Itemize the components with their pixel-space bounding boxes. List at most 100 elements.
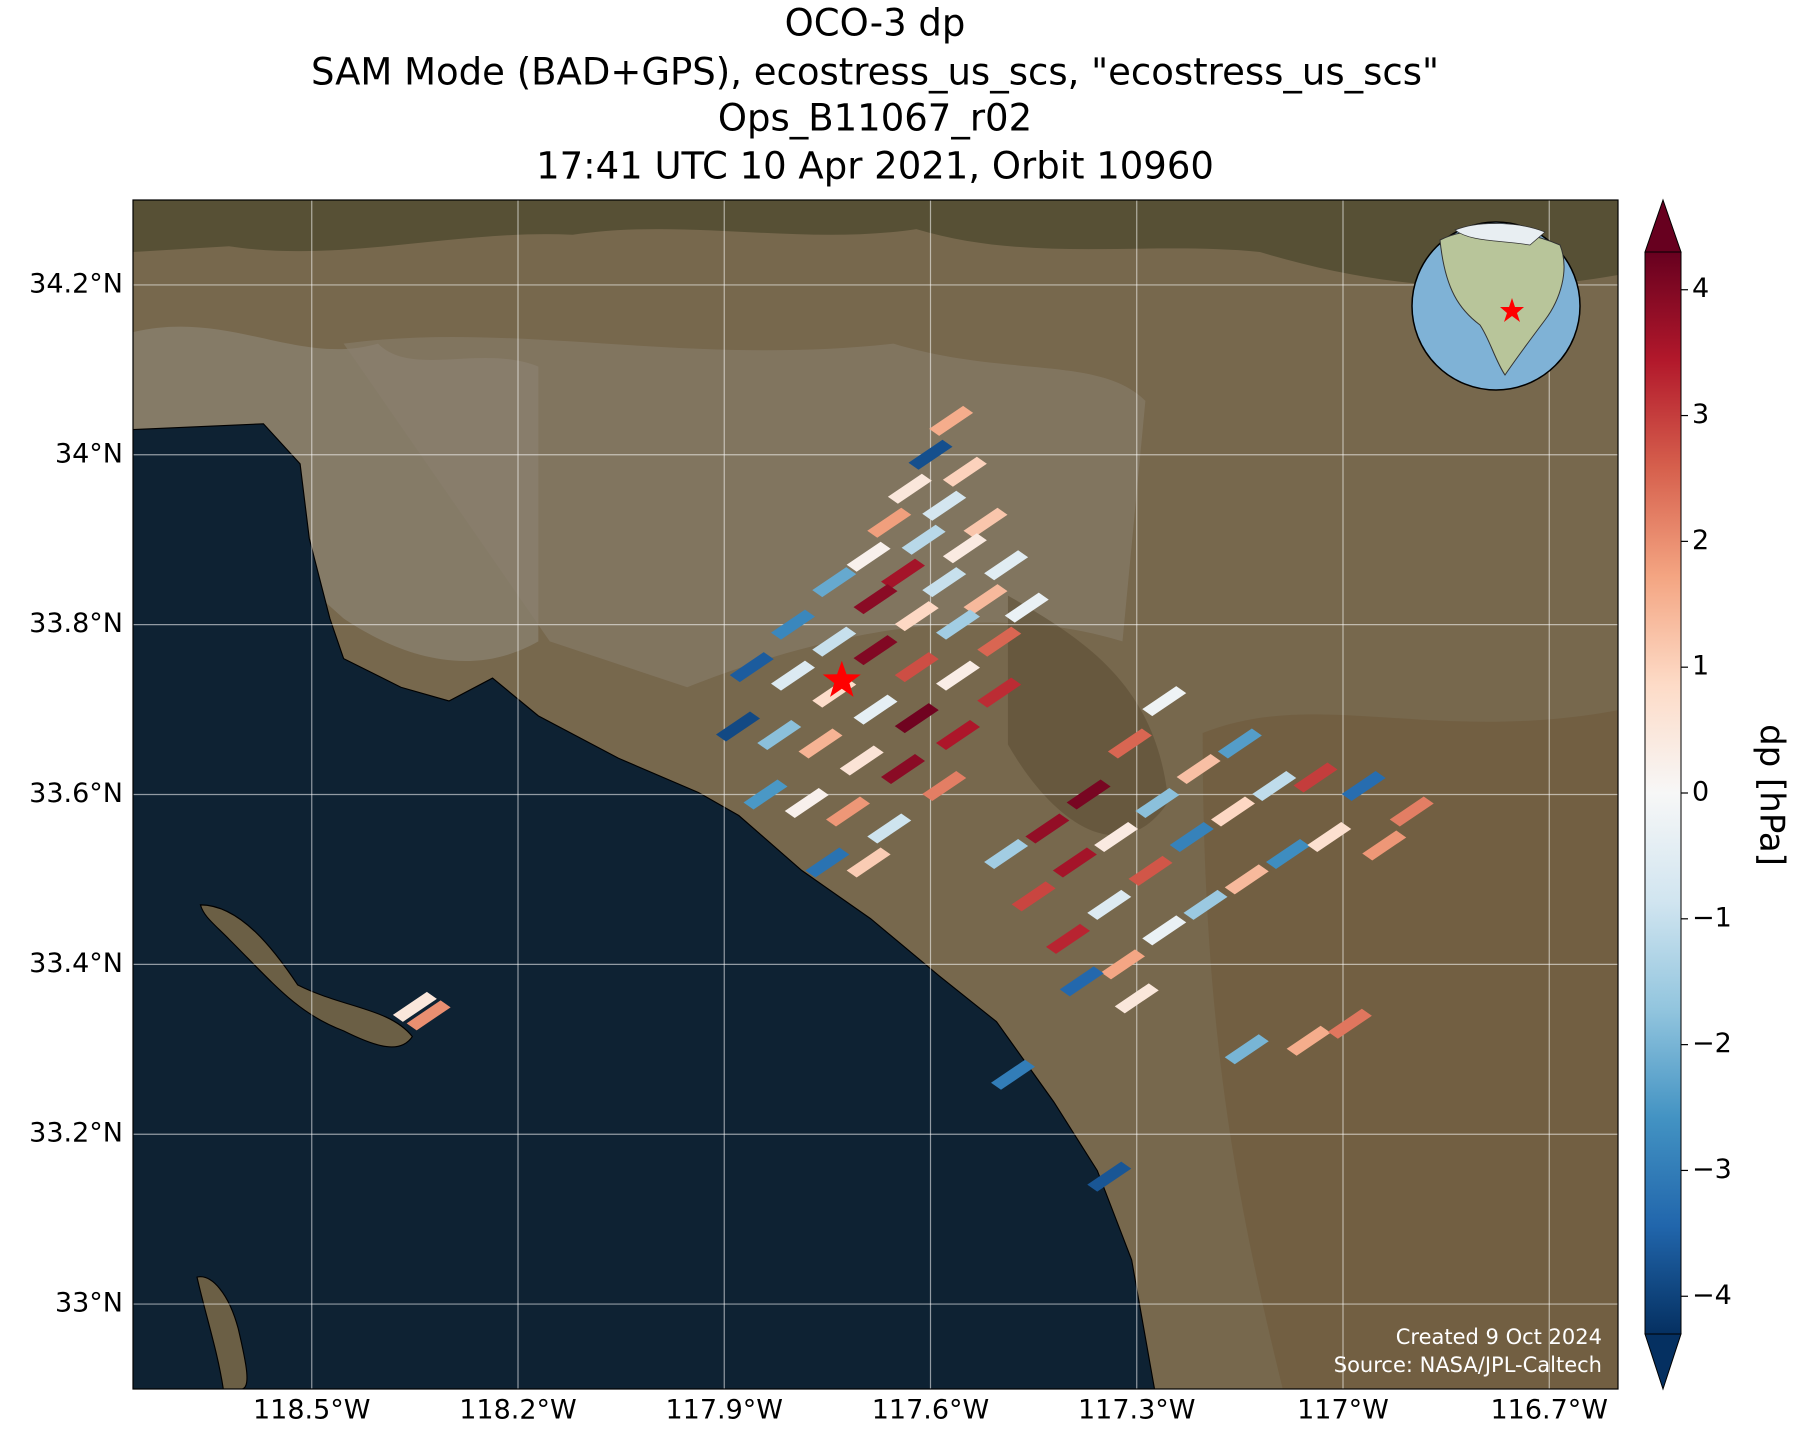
sounding [901, 524, 946, 555]
x-tick-label: 116.7°W [1491, 1395, 1609, 1426]
colorbar-tick-label: −2 [1692, 1028, 1732, 1059]
sounding [1211, 796, 1255, 827]
colorbar-label: dp [hPa] [1752, 724, 1792, 866]
sounding [936, 609, 980, 640]
sounding [1094, 821, 1139, 852]
sounding [1307, 821, 1352, 852]
sounding [853, 694, 898, 725]
colorbar-tick-label: −4 [1692, 1280, 1732, 1311]
sounding [1066, 779, 1111, 810]
y-tick-label: 33.6°N [29, 778, 123, 809]
sounding [771, 660, 815, 691]
sounding [826, 796, 870, 827]
sounding [1266, 838, 1310, 869]
sounding [894, 652, 939, 683]
sounding [929, 405, 974, 436]
target-star [822, 660, 861, 697]
colorbar-tick-label: −3 [1692, 1154, 1732, 1185]
sounding [839, 745, 884, 776]
sounding [922, 567, 967, 598]
sounding [936, 720, 980, 751]
sounding [984, 550, 1029, 581]
credit: Source: NASA/JPL-Caltech [1334, 1353, 1602, 1377]
soundings [392, 405, 1434, 1192]
sounding [867, 507, 912, 538]
y-tick-label: 33.2°N [29, 1118, 123, 1149]
sounding [881, 754, 925, 785]
sounding [977, 677, 1022, 708]
sounding [1087, 1161, 1132, 1192]
x-tick-label: 118.2°W [459, 1395, 577, 1426]
sounding [1224, 864, 1269, 895]
sounding [942, 533, 987, 564]
sounding [984, 838, 1029, 869]
sounding [1107, 728, 1152, 759]
sounding [936, 660, 980, 691]
colorbar: −4 −3 −2 −1 0 1 2 3 4 [1644, 198, 1732, 1391]
x-tick-label: 117°W [1297, 1395, 1389, 1426]
colorbar-tick-label: 4 [1692, 273, 1709, 304]
globe-star [1500, 298, 1524, 322]
sounding [757, 720, 802, 751]
x-tick-label: 117.9°W [666, 1395, 784, 1426]
y-tick-label: 34.2°N [29, 268, 123, 299]
colorbar-body [1644, 251, 1682, 1335]
sounding [1059, 966, 1104, 997]
sounding [1183, 889, 1228, 920]
sounding [1217, 728, 1262, 759]
colorbar-tick-label: 3 [1692, 399, 1709, 430]
sounding [392, 991, 437, 1022]
sounding [1101, 949, 1145, 980]
sounding [846, 847, 891, 878]
sounding [977, 626, 1022, 657]
sounding [908, 439, 953, 470]
sounding [1135, 787, 1180, 818]
colorbar-extend-min [1644, 1333, 1682, 1391]
sounding [1327, 1008, 1372, 1039]
sounding [1142, 686, 1187, 717]
x-tick-label: 117.6°W [872, 1395, 990, 1426]
y-tick-label: 33°N [55, 1288, 123, 1319]
sounding [1252, 771, 1297, 802]
colorbar-extend-max [1644, 198, 1682, 253]
title-line: SAM Mode (BAD+GPS), ecostress_us_scs, "e… [311, 51, 1439, 94]
sounding [867, 813, 912, 844]
sounding [1052, 847, 1097, 878]
sounding [798, 728, 843, 759]
sounding [771, 609, 815, 640]
sounding [1046, 923, 1090, 954]
sounding [963, 507, 1008, 538]
grid [133, 200, 1618, 1389]
y-tick-label: 33.4°N [29, 948, 123, 979]
ocean [133, 423, 1156, 1389]
sounding [1224, 1034, 1269, 1065]
sounding [887, 473, 932, 504]
sounding [922, 490, 967, 521]
sounding [1011, 881, 1056, 912]
sounding [1025, 813, 1070, 844]
sounding [1286, 1025, 1331, 1056]
sounding [1169, 821, 1214, 852]
sounding [853, 584, 898, 615]
map-frame [132, 199, 1619, 1390]
sounding [853, 635, 898, 666]
x-tick-label: 117.3°W [1078, 1395, 1196, 1426]
axis-labels: 118.5°W 118.2°W 117.9°W 117.6°W 117.3°W 117°W… [29, 268, 1608, 1425]
sounding [784, 787, 829, 818]
sounding [1176, 754, 1221, 785]
sounding [894, 601, 939, 632]
sounding [406, 1000, 451, 1031]
sounding [1293, 762, 1338, 793]
sounding [1114, 983, 1159, 1014]
credit: Created 9 Oct 2024 [1396, 1325, 1602, 1349]
markers [822, 660, 861, 697]
globe-ice [1454, 223, 1546, 246]
sounding [805, 847, 850, 878]
y-tick-label: 33.8°N [29, 608, 123, 639]
sounding [1087, 889, 1132, 920]
sounding [1142, 915, 1187, 946]
sounding [716, 711, 760, 742]
sounding [812, 626, 857, 657]
title-line: Ops_B11067_r02 [718, 97, 1032, 140]
